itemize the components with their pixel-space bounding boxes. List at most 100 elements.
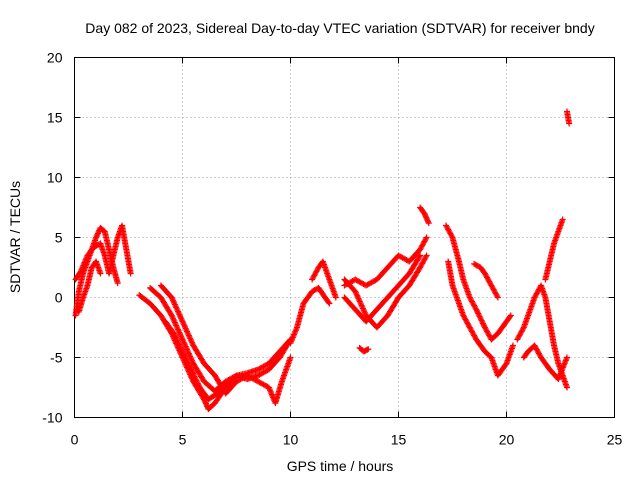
data-point <box>506 313 513 320</box>
data-point <box>422 253 429 260</box>
data-point <box>174 338 181 345</box>
data-point <box>193 377 200 384</box>
data-point <box>94 230 101 237</box>
data-point <box>187 365 194 372</box>
data-point <box>179 348 186 355</box>
data-point <box>416 253 423 260</box>
x-tick-label: 5 <box>179 432 187 448</box>
y-tick-label: 5 <box>55 230 63 246</box>
data-point <box>177 344 184 351</box>
x-tick-label: 20 <box>499 432 515 448</box>
data-point <box>170 330 177 337</box>
data-point <box>94 231 101 238</box>
data-point <box>473 306 480 313</box>
y-tick-label: 20 <box>47 50 63 66</box>
x-tick-label: 25 <box>607 432 623 448</box>
data-point <box>114 280 121 287</box>
data-point <box>325 299 332 306</box>
data-point <box>472 305 479 312</box>
data-point <box>93 233 100 240</box>
data-point <box>481 323 488 330</box>
data-point <box>566 120 573 127</box>
data-point <box>425 220 432 227</box>
data-point <box>178 347 185 354</box>
data-point <box>184 359 191 366</box>
data-point <box>127 270 134 277</box>
data-point <box>191 373 198 380</box>
data-point <box>477 314 484 321</box>
data-point <box>186 363 193 370</box>
y-tick-label: -10 <box>42 410 62 426</box>
x-tick-label: 15 <box>391 432 407 448</box>
data-point <box>180 349 187 356</box>
data-point <box>424 217 431 224</box>
data-point <box>425 218 432 225</box>
data-point <box>77 269 84 276</box>
data-point <box>222 380 229 387</box>
data-point <box>202 400 209 407</box>
data-point <box>192 374 199 381</box>
y-tick-label: 0 <box>55 290 63 306</box>
chart-title: Day 082 of 2023, Sidereal Day-to-day VTE… <box>85 20 594 36</box>
grid-lines <box>74 57 615 418</box>
data-point <box>175 340 182 347</box>
data-point <box>475 310 482 317</box>
data-point <box>494 294 501 301</box>
data-point <box>192 376 199 383</box>
data-point <box>563 354 570 361</box>
data-point <box>181 352 188 359</box>
data-point <box>183 356 190 363</box>
data-point <box>448 233 455 240</box>
data-point <box>494 293 501 300</box>
data-point <box>421 210 428 217</box>
data-point <box>189 369 196 376</box>
data-point <box>171 331 178 338</box>
data-point <box>473 307 480 314</box>
data-point <box>176 341 183 348</box>
data-point <box>203 401 210 408</box>
data-point <box>182 354 189 361</box>
x-tick-labels: 0 5 10 15 20 25 <box>71 432 623 448</box>
data-point <box>194 378 201 385</box>
data-point <box>184 358 191 365</box>
data-point <box>326 300 333 307</box>
data-point <box>479 320 486 327</box>
data-point <box>423 215 430 222</box>
data-point <box>479 318 486 325</box>
data-point <box>476 313 483 320</box>
data-point <box>365 346 372 353</box>
data-point <box>182 355 189 362</box>
data-point <box>221 381 228 388</box>
data-point <box>507 312 514 319</box>
data-point <box>475 312 482 319</box>
data-point <box>563 384 570 391</box>
data-point <box>202 399 209 406</box>
data-point <box>186 362 193 369</box>
data-point <box>194 380 201 387</box>
axis-ticks <box>74 57 615 418</box>
data-point <box>477 316 484 323</box>
data-point <box>509 342 516 349</box>
data-point <box>422 211 429 218</box>
y-tick-label: -5 <box>50 350 63 366</box>
data-point <box>332 294 339 301</box>
data-point <box>190 370 197 377</box>
data-point <box>97 270 104 277</box>
y-axis-label: SDTVAR / TECUs <box>7 181 23 293</box>
data-point <box>178 345 185 352</box>
data-point <box>559 216 566 223</box>
data-point <box>422 235 429 242</box>
data-point <box>188 366 195 373</box>
data-point <box>174 337 181 344</box>
data-point <box>423 214 430 221</box>
y-tick-labels: -10 -5 0 5 10 15 20 <box>42 50 62 426</box>
x-axis-label: GPS time / hours <box>287 458 394 474</box>
data-point <box>423 234 430 241</box>
x-tick-label: 10 <box>283 432 299 448</box>
x-tick-label: 0 <box>71 432 79 448</box>
data-point <box>480 321 487 328</box>
data-points <box>72 108 573 413</box>
data-point <box>287 354 294 361</box>
data-point <box>188 367 195 374</box>
